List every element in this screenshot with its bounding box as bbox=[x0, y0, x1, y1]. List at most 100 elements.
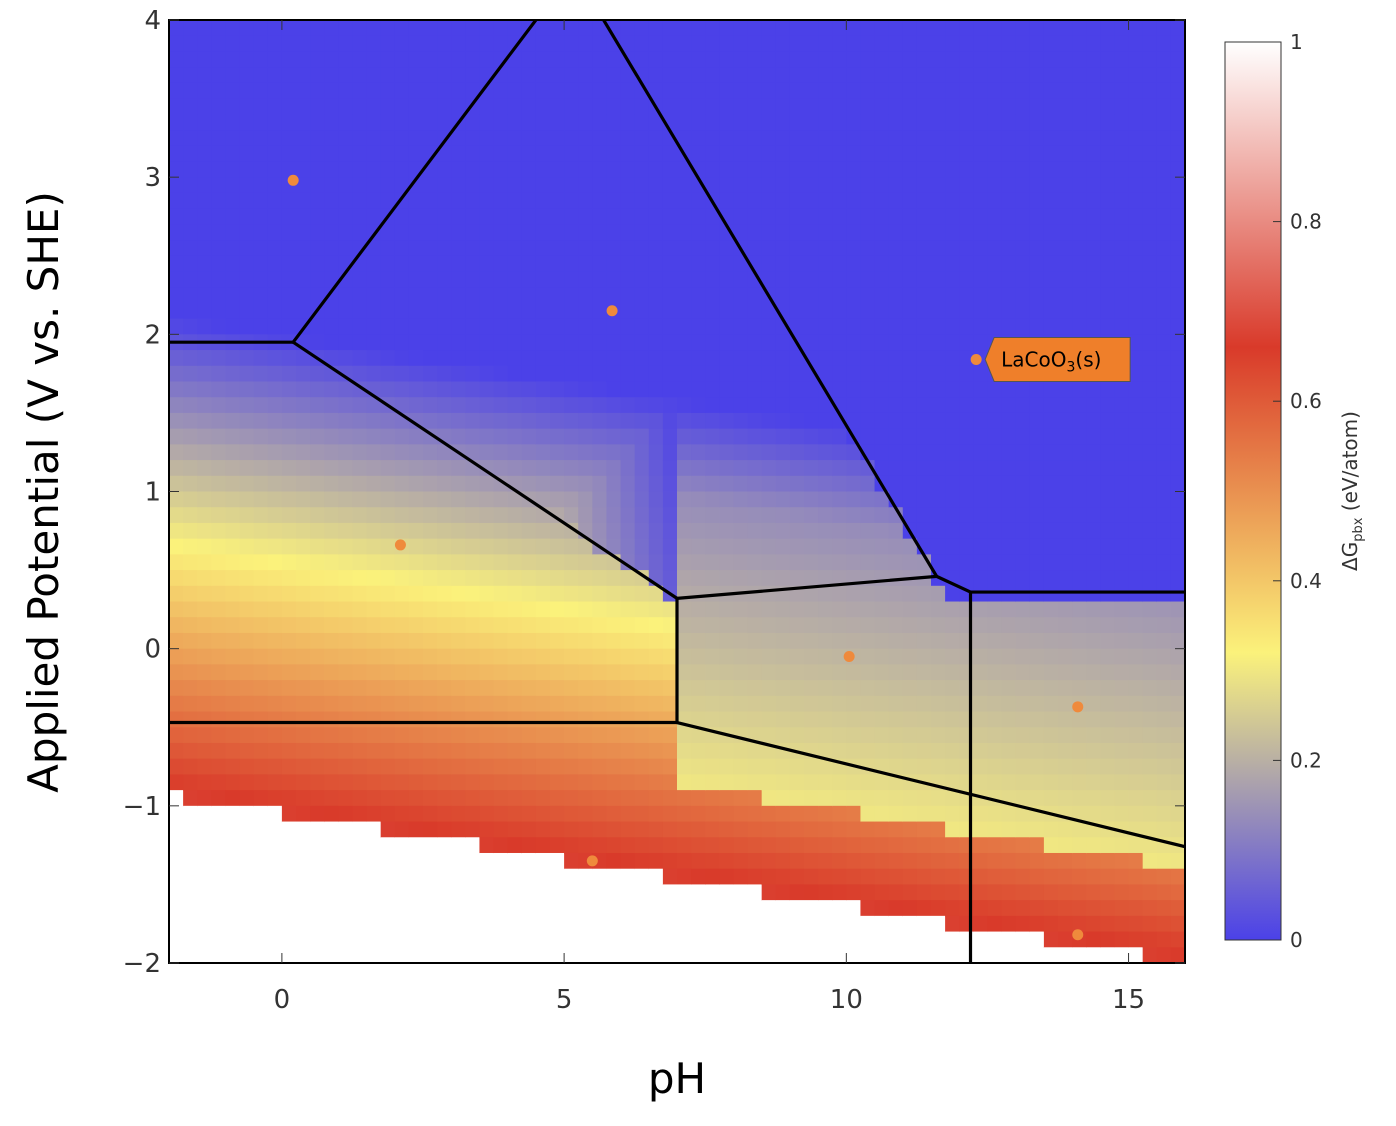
heatmap-cell bbox=[775, 145, 791, 163]
heatmap-cell bbox=[211, 601, 227, 618]
heatmap-cell bbox=[394, 570, 410, 587]
heatmap-cell bbox=[324, 192, 339, 210]
heatmap-cell bbox=[1015, 130, 1031, 147]
heatmap-cell bbox=[888, 82, 904, 100]
heatmap-cell bbox=[691, 334, 706, 351]
heatmap-cell bbox=[931, 208, 946, 225]
heatmap-cell bbox=[1001, 130, 1017, 147]
heatmap-cell bbox=[380, 491, 396, 508]
heatmap-cell bbox=[550, 491, 565, 508]
heatmap-cell bbox=[804, 67, 819, 84]
heatmap-cell bbox=[620, 35, 636, 53]
heatmap-cell bbox=[169, 538, 184, 555]
heatmap-cell bbox=[691, 428, 706, 445]
heatmap-cell bbox=[775, 554, 791, 571]
heatmap-cell bbox=[267, 192, 283, 210]
heatmap-cell bbox=[1100, 915, 1116, 933]
heatmap-cell bbox=[1156, 334, 1172, 351]
heatmap-cell bbox=[493, 114, 509, 131]
heatmap-cell bbox=[888, 915, 904, 933]
heatmap-cell bbox=[578, 130, 593, 147]
heatmap-cell bbox=[578, 287, 593, 304]
heatmap-cell bbox=[677, 98, 692, 115]
heatmap-cell bbox=[437, 742, 452, 760]
heatmap-cell bbox=[860, 680, 876, 697]
heatmap-cell bbox=[296, 255, 311, 273]
heatmap-cell bbox=[550, 931, 565, 948]
heatmap-cell bbox=[521, 617, 537, 634]
heatmap-cell bbox=[479, 302, 495, 320]
heatmap-cell bbox=[267, 98, 283, 115]
heatmap-cell bbox=[408, 837, 424, 854]
heatmap-cell bbox=[465, 130, 481, 147]
heatmap-cell bbox=[874, 271, 890, 288]
heatmap-cell bbox=[1086, 114, 1101, 131]
heatmap-cell bbox=[578, 554, 593, 571]
heatmap-cell bbox=[310, 318, 325, 335]
heatmap-cell bbox=[296, 632, 311, 650]
heatmap-cell bbox=[521, 412, 537, 430]
heatmap-cell bbox=[1072, 758, 1087, 775]
heatmap-cell bbox=[197, 302, 212, 320]
heatmap-cell bbox=[1100, 302, 1116, 320]
heatmap-cell bbox=[662, 884, 678, 901]
heatmap-cell bbox=[1086, 790, 1101, 807]
heatmap-cell bbox=[606, 35, 622, 53]
heatmap-cell bbox=[366, 570, 382, 587]
heatmap-cell bbox=[1128, 114, 1144, 131]
heatmap-cell bbox=[620, 412, 636, 430]
heatmap-cell bbox=[1156, 444, 1172, 461]
heatmap-cell bbox=[705, 554, 720, 571]
heatmap-cell bbox=[1114, 742, 1130, 760]
heatmap-cell bbox=[945, 255, 960, 273]
heatmap-cell bbox=[423, 114, 438, 131]
heatmap-cell bbox=[535, 130, 551, 147]
heatmap-cell bbox=[987, 774, 1003, 791]
heatmap-cell bbox=[1170, 302, 1185, 320]
heatmap-cell bbox=[169, 475, 184, 493]
heatmap-cell bbox=[860, 632, 876, 650]
heatmap-cell bbox=[775, 334, 791, 351]
heatmap-cell bbox=[662, 302, 678, 320]
heatmap-cell bbox=[324, 177, 339, 194]
heatmap-cell bbox=[634, 114, 650, 131]
heatmap-cell bbox=[860, 648, 876, 665]
heatmap-cell bbox=[1128, 271, 1144, 288]
heatmap-cell bbox=[535, 632, 551, 650]
heatmap-cell bbox=[818, 648, 833, 665]
heatmap-cell bbox=[775, 852, 791, 870]
heatmap-cell bbox=[1086, 774, 1101, 791]
heatmap-cell bbox=[479, 742, 495, 760]
heatmap-cell bbox=[1142, 302, 1158, 320]
heatmap-cell bbox=[931, 255, 946, 273]
heatmap-cell bbox=[550, 130, 565, 147]
heatmap-cell bbox=[281, 727, 297, 744]
heatmap-cell bbox=[1128, 302, 1144, 320]
heatmap-cell bbox=[1114, 67, 1130, 84]
heatmap-cell bbox=[366, 915, 382, 933]
heatmap-cell bbox=[253, 35, 269, 53]
heatmap-cell bbox=[945, 130, 960, 147]
heatmap-cell bbox=[775, 177, 791, 194]
heatmap-cell bbox=[945, 538, 960, 555]
heatmap-cell bbox=[916, 837, 932, 854]
heatmap-cell bbox=[493, 900, 509, 917]
heatmap-cell bbox=[310, 444, 325, 461]
heatmap-cell bbox=[761, 632, 777, 650]
heatmap-cell bbox=[239, 837, 255, 854]
heatmap-cell bbox=[225, 585, 241, 603]
heatmap-cell bbox=[818, 491, 833, 508]
heatmap-cell bbox=[1142, 680, 1158, 697]
heatmap-cell bbox=[394, 507, 410, 524]
heatmap-cell bbox=[648, 695, 664, 713]
heatmap-cell bbox=[691, 114, 706, 131]
heatmap-cell bbox=[239, 711, 255, 728]
heatmap-cell bbox=[1015, 271, 1031, 288]
heatmap-cell bbox=[987, 67, 1003, 84]
heatmap-cell bbox=[1156, 365, 1172, 383]
heatmap-cell bbox=[945, 114, 960, 131]
heatmap-cell bbox=[521, 67, 537, 84]
heatmap-cell bbox=[507, 302, 523, 320]
heatmap-cell bbox=[1128, 460, 1144, 477]
heatmap-cell bbox=[719, 145, 735, 163]
